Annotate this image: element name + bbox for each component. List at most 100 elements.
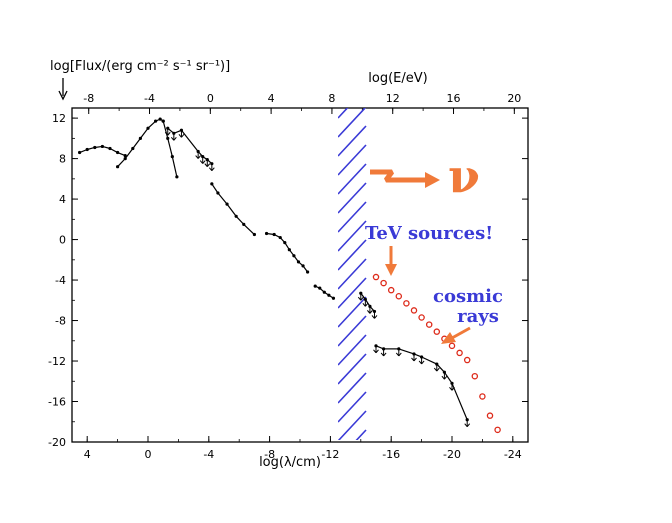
hatch-stroke [338, 108, 367, 138]
series-segment [117, 151, 126, 157]
hatch-stroke [338, 220, 367, 252]
cosmic-ray-point [433, 328, 441, 335]
hatch-stroke [338, 334, 367, 366]
hatch-stroke [355, 429, 367, 440]
series-segment [171, 156, 178, 177]
x-bottom-tick-label: 0 [145, 448, 152, 461]
hatch-stroke [338, 239, 367, 271]
series-segment [173, 129, 182, 134]
hatch-stroke [338, 201, 367, 233]
series-segment [167, 138, 173, 157]
hatch-stroke [338, 315, 367, 347]
limit-arrow [206, 163, 211, 167]
series-4 [210, 182, 256, 237]
series-2 [161, 119, 179, 179]
series-segment [293, 255, 299, 263]
limit-arrow [167, 131, 171, 136]
limit-arrow [413, 357, 417, 362]
series-segment [421, 356, 438, 365]
x-top-tick-label: 20 [507, 92, 521, 105]
hatch-stroke [338, 125, 367, 157]
cosmic-rays-label-line2: rays [457, 306, 499, 327]
cosmic-ray-point [486, 412, 494, 419]
hatch-stroke [338, 296, 367, 328]
series-segment [124, 148, 134, 159]
series-7 [357, 291, 378, 319]
y-tick-label: -20 [48, 436, 66, 449]
data-point [264, 231, 269, 236]
limit-arrow [398, 352, 402, 357]
y-tick-label: -16 [48, 396, 66, 409]
y-tick-label: 12 [52, 112, 66, 125]
limit-arrow [357, 296, 362, 301]
limit-arrow [380, 352, 384, 357]
y-tick-label: 8 [59, 153, 66, 166]
series-segment [279, 237, 286, 244]
series-segment [288, 249, 295, 257]
series-segment [217, 192, 228, 205]
x-bottom-tick-label: -12 [321, 448, 339, 461]
cosmic-ray-point [471, 372, 479, 380]
series-8 [373, 344, 471, 428]
series-segment [87, 146, 95, 151]
tev-sources-label: TeV sources! [365, 223, 493, 244]
limit-arrow [371, 315, 375, 319]
limit-arrow [374, 315, 378, 319]
limit-arrow [197, 155, 202, 159]
hatch-stroke [338, 372, 367, 404]
series-5 [264, 231, 310, 274]
y-tick-label: 0 [59, 234, 66, 247]
limit-arrow [181, 133, 185, 138]
series-0 [78, 144, 127, 158]
limit-arrow [364, 302, 369, 307]
series-6 [313, 284, 336, 300]
data-layer [78, 117, 501, 434]
tev-arrowhead [385, 264, 397, 276]
cosmic-ray-point [372, 273, 380, 281]
x-bottom-tick-label: -24 [504, 448, 522, 461]
limit-arrow [441, 375, 445, 380]
y-tick-label: -8 [55, 315, 66, 328]
limit-arrow [369, 310, 373, 314]
hatch-stroke [338, 410, 367, 440]
x-top-tick-label: 4 [268, 92, 275, 105]
plot-frame [71, 107, 529, 443]
series-segment [180, 129, 199, 152]
limit-arrow [199, 160, 204, 164]
limit-arrow [362, 302, 366, 307]
limit-arrow [466, 423, 471, 428]
limit-arrow [421, 360, 425, 365]
limit-arrow [449, 386, 453, 391]
hatch-stroke [338, 108, 349, 119]
x-top-tick-label: 12 [386, 92, 400, 105]
series-segment [302, 265, 309, 273]
series-segment [197, 151, 204, 157]
cosmic-ray-point [479, 393, 486, 400]
hatch-stroke [338, 353, 367, 385]
cosmic-rays-label-line1: cosmic [433, 286, 503, 307]
limit-arrow [444, 375, 448, 380]
x-top-tick-label: 0 [207, 92, 214, 105]
hatch-stroke [338, 449, 366, 479]
limit-arrow [373, 349, 377, 354]
limit-arrow [164, 131, 169, 136]
x-bottom-tick-label: -4 [203, 448, 214, 461]
limit-arrow [395, 352, 400, 357]
cosmic-ray-point [463, 356, 471, 364]
series-segment [147, 120, 157, 129]
cosmic-arrow-shaft [451, 326, 471, 340]
x-top-tick-label: 16 [447, 92, 461, 105]
cosmic-ray-point [387, 286, 395, 294]
series-segment [155, 118, 161, 122]
limit-arrow [211, 167, 215, 171]
hatch-stroke [338, 468, 366, 498]
cosmic-arrowhead [441, 332, 456, 344]
neutrino-arrowhead [425, 172, 440, 188]
limit-arrow [436, 367, 440, 372]
hatch-stroke [338, 277, 367, 309]
series-segment [211, 183, 219, 194]
x-top-tick-label: -4 [144, 92, 155, 105]
neutrino-symbol: ν [448, 149, 480, 203]
